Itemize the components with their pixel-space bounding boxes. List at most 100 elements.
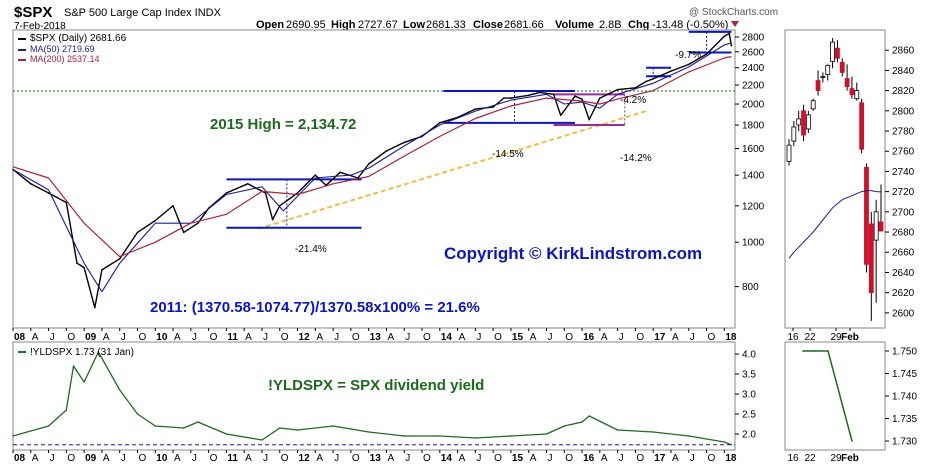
x-tick-label: O xyxy=(636,332,644,343)
annotation-yield-desc: !YLDSPX = SPX dividend yield xyxy=(268,377,484,394)
spx-price-point xyxy=(616,88,619,91)
yield-point xyxy=(652,431,654,433)
annotation-pct-2015: -14.5% xyxy=(492,149,524,160)
x-tick-label: 16 xyxy=(583,453,595,464)
candle-body xyxy=(849,88,855,96)
zoom-yield-x-tick-label: 29 xyxy=(830,453,842,464)
spx-price-point xyxy=(456,116,459,119)
candle-body xyxy=(868,223,874,294)
x-tick-label: A xyxy=(601,332,608,343)
yield-point xyxy=(332,425,334,427)
candle-body xyxy=(825,64,831,75)
legend-ma200: MA(200) 2537.14 xyxy=(30,54,100,64)
candle-body xyxy=(805,114,811,130)
y-tick-label: 1800 xyxy=(742,121,765,132)
x-tick-label: O xyxy=(67,453,75,464)
x-tick-label: 08 xyxy=(14,453,26,464)
down-arrow-icon xyxy=(731,21,739,27)
y-tick-label: 1400 xyxy=(742,171,765,182)
yield-point xyxy=(183,427,185,429)
x-tick-label: J xyxy=(192,332,197,343)
volume-label: Volume xyxy=(555,19,594,31)
yield-point xyxy=(367,431,370,433)
spx-price-point xyxy=(599,97,601,99)
spx-price-point xyxy=(728,32,731,35)
spx-price-point xyxy=(645,80,647,83)
x-tick-label: A xyxy=(103,453,110,464)
zoom-y-tick-label: 2640 xyxy=(892,268,915,279)
yield-point xyxy=(688,435,690,437)
x-tick-label: A xyxy=(459,332,466,343)
spx-price-point xyxy=(503,97,505,99)
candle-body xyxy=(859,102,865,150)
x-tick-label: J xyxy=(476,332,481,343)
main-series-layer xyxy=(12,32,733,309)
candle-body xyxy=(844,78,850,87)
yield-point xyxy=(65,409,68,411)
x-tick-label: 15 xyxy=(512,332,524,343)
yield-point xyxy=(12,435,14,437)
volume-value: 2.8B xyxy=(599,19,622,31)
zoom-y-tick-label: 2840 xyxy=(892,66,915,77)
spx-price-point xyxy=(76,262,78,264)
spx-price-point xyxy=(136,231,139,234)
x-tick-label: A xyxy=(459,453,466,464)
zoom-y-tick-label: 2600 xyxy=(892,308,915,319)
zoom-yield-series-layer xyxy=(802,350,853,442)
x-tick-label: 08 xyxy=(14,332,26,343)
zoom-yield-point xyxy=(802,350,804,352)
symbol-title: $SPX xyxy=(14,4,52,21)
y-tick-label: 2000 xyxy=(742,100,765,111)
x-tick-label: O xyxy=(352,332,360,343)
x-tick-label: J xyxy=(192,453,197,464)
spx-price-point xyxy=(367,163,370,165)
spx-price-point xyxy=(705,53,708,55)
spx-price-point xyxy=(207,207,210,210)
zoom-yield-line xyxy=(803,350,853,442)
x-tick-label: O xyxy=(138,453,146,464)
zoom-yield-y-tick-label: 1.750 xyxy=(892,347,917,358)
zoom-x-tick-label: Feb xyxy=(841,332,859,343)
yield-point xyxy=(83,381,85,383)
ma200-line xyxy=(12,56,732,258)
spx-price-point xyxy=(83,266,85,269)
annotation-copyright: Copyright © KirkLindstrom.com xyxy=(444,244,702,263)
candle-body xyxy=(878,221,884,232)
spx-price-point xyxy=(652,78,654,80)
spx-price-point xyxy=(723,35,726,38)
candle-body xyxy=(854,90,860,100)
x-tick-label: 10 xyxy=(156,453,168,464)
x-tick-label: 14 xyxy=(441,453,453,464)
x-tick-label: J xyxy=(619,332,624,343)
x-tick-label: O xyxy=(352,453,360,464)
x-tick-label: O xyxy=(636,453,644,464)
x-tick-label: J xyxy=(263,332,268,343)
spx-price-point xyxy=(278,205,281,207)
spx-price-point xyxy=(438,122,441,124)
spx-price-point xyxy=(296,192,299,194)
x-tick-label: 18 xyxy=(725,453,737,464)
x-tick-label: 09 xyxy=(85,453,97,464)
trend-line xyxy=(258,110,647,230)
x-tick-label: O xyxy=(67,332,75,343)
close-label: Close xyxy=(473,19,503,31)
candle-body xyxy=(820,76,826,78)
yield-point xyxy=(439,435,441,437)
main-panel-frame xyxy=(12,29,736,329)
x-tick-label: O xyxy=(494,332,502,343)
x-tick-label: O xyxy=(565,332,573,343)
spx-price-point xyxy=(559,114,562,117)
yield-point xyxy=(403,435,405,437)
legend-ma200-swatch xyxy=(18,59,26,61)
high-value: 2727.67 xyxy=(358,19,398,31)
yield-point xyxy=(136,413,139,415)
x-tick-label: 11 xyxy=(227,453,238,464)
yield-point xyxy=(510,435,512,437)
spx-price-point xyxy=(510,97,512,99)
low-value: 2681.33 xyxy=(426,19,466,31)
yield-point xyxy=(47,425,50,427)
candle-body xyxy=(839,61,845,73)
spx-price-point xyxy=(730,44,733,47)
x-tick-label: J xyxy=(405,332,410,343)
x-tick-label: J xyxy=(263,453,268,464)
